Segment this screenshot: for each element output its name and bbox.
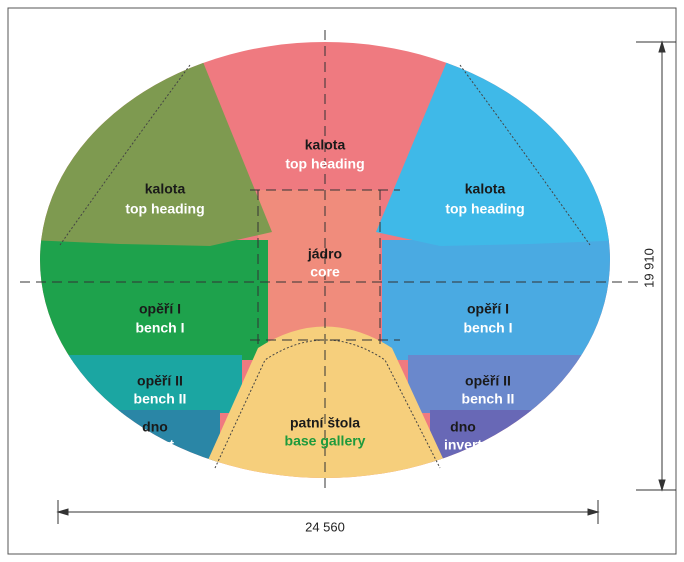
- label: kalota: [465, 181, 506, 197]
- label: jádro: [307, 246, 342, 262]
- label: patní štola: [290, 415, 360, 431]
- dimension-label: 24 560: [305, 519, 345, 534]
- label: opěří II: [465, 373, 511, 389]
- label: top heading: [445, 201, 524, 217]
- dimension-height: [636, 40, 676, 492]
- label: invert: [444, 437, 482, 453]
- label: bench II: [462, 391, 515, 407]
- label: invert: [136, 437, 174, 453]
- dimension-label: 19 910: [641, 248, 656, 288]
- label: top heading: [125, 201, 204, 217]
- label: kalota: [145, 181, 186, 197]
- label: top heading: [285, 156, 364, 172]
- label: kalota: [305, 137, 346, 153]
- label: bench I: [135, 320, 184, 336]
- label: dno: [450, 419, 476, 435]
- frame: [7, 7, 677, 555]
- label: opěří II: [137, 373, 183, 389]
- label: core: [310, 264, 340, 280]
- label: bench I: [463, 320, 512, 336]
- label: bench II: [134, 391, 187, 407]
- label: opěří I: [139, 301, 181, 317]
- label: opěří I: [467, 301, 509, 317]
- dimension-width: [56, 500, 600, 524]
- label: base gallery: [285, 433, 366, 449]
- label: dno: [142, 419, 168, 435]
